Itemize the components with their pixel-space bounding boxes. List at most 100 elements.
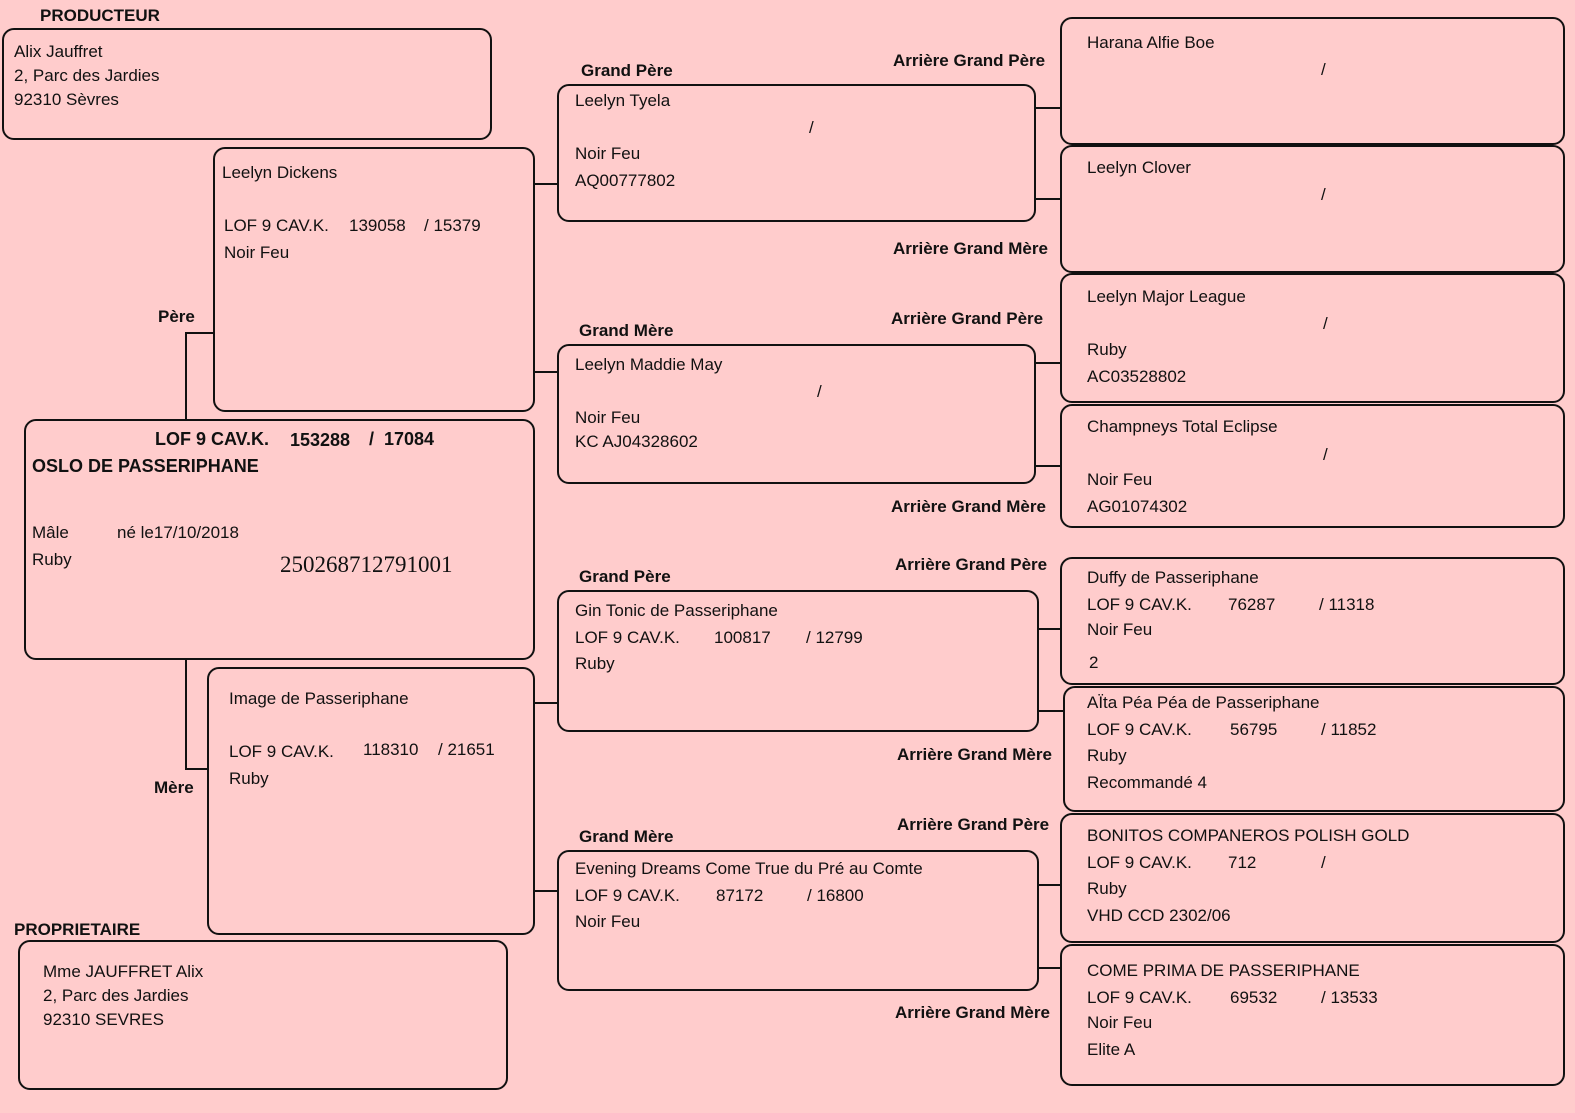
mere-lof-number: 118310 xyxy=(363,740,419,759)
connector-line xyxy=(185,332,213,334)
subject-chip-number: 250268712791001 xyxy=(280,552,453,577)
subject-name: OSLO DE PASSERIPHANE xyxy=(32,456,259,476)
connector-line xyxy=(1039,628,1060,630)
ggm3-box: AÏta Péa Péa de Passeriphane LOF 9 CAV.K… xyxy=(1063,686,1565,812)
pere-name: Leelyn Dickens xyxy=(222,163,338,182)
agm-label-3: Arrière Grand Mère xyxy=(897,745,1052,764)
gm-maternal-lof-prefix: LOF 9 CAV.K. xyxy=(575,886,680,905)
ggm3-extra: Recommandé 4 xyxy=(1087,773,1208,792)
ggm4-color: Noir Feu xyxy=(1087,1013,1153,1032)
connector-line xyxy=(1036,362,1060,364)
producteur-label: PRODUCTEUR xyxy=(40,6,160,25)
producteur-box: Alix Jauffret 2, Parc des Jardies 92310 … xyxy=(2,28,492,140)
connector-line xyxy=(1036,107,1060,109)
ggp4-lof-prefix: LOF 9 CAV.K. xyxy=(1087,853,1192,872)
ggp1-name: Harana Alfie Boe xyxy=(1087,33,1215,52)
grand-pere-label-maternal: Grand Père xyxy=(579,567,671,586)
connector-line xyxy=(1039,710,1063,712)
producteur-address-1: 2, Parc des Jardies xyxy=(14,66,160,85)
connector-line xyxy=(1039,967,1060,969)
ggp3-lof-tattoo: / 11318 xyxy=(1319,595,1375,614)
ggm3-name: AÏta Péa Péa de Passeriphane xyxy=(1087,693,1320,712)
ggp2-box: Leelyn Major League / Ruby AC03528802 xyxy=(1060,273,1565,403)
gm-maternal-box: Evening Dreams Come True du Pré au Comte… xyxy=(557,850,1039,991)
ggm3-lof-prefix: LOF 9 CAV.K. xyxy=(1087,720,1192,739)
agp-label-3: Arrière Grand Père xyxy=(895,555,1048,574)
ggp2-reg: AC03528802 xyxy=(1087,367,1187,386)
connector-line xyxy=(535,890,557,892)
ggp3-color: Noir Feu xyxy=(1087,620,1153,639)
pere-lof-prefix: LOF 9 CAV.K. xyxy=(224,216,329,235)
connector-line xyxy=(535,702,557,704)
gp-paternal-name: Leelyn Tyela xyxy=(575,91,671,110)
subject-sex: Mâle xyxy=(32,523,69,542)
mere-label: Mère xyxy=(154,778,194,797)
mere-color: Ruby xyxy=(229,769,269,788)
subject-lof-tattoo: 17084 xyxy=(384,429,435,449)
ggp4-box: BONITOS COMPANEROS POLISH GOLD LOF 9 CAV… xyxy=(1060,813,1565,943)
ggp3-extra: 2 xyxy=(1089,653,1099,672)
agm-label-4: Arrière Grand Mère xyxy=(895,1003,1050,1022)
mere-lof-tattoo: / 21651 xyxy=(438,740,495,759)
proprietaire-name: Mme JAUFFRET Alix xyxy=(43,962,204,981)
mere-box: Image de Passeriphane LOF 9 CAV.K. 11831… xyxy=(207,667,535,935)
ggm1-slash: / xyxy=(1321,185,1326,204)
ggm1-name: Leelyn Clover xyxy=(1087,158,1191,177)
ggm4-lof-tattoo: / 13533 xyxy=(1321,988,1378,1007)
connector-line xyxy=(535,183,557,185)
ggm1-box: Leelyn Clover / xyxy=(1060,145,1565,273)
gm-paternal-box: Leelyn Maddie May / Noir Feu KC AJ043286… xyxy=(557,344,1036,484)
gp-maternal-box: Gin Tonic de Passeriphane LOF 9 CAV.K. 1… xyxy=(557,590,1039,732)
producteur-address-2: 92310 Sèvres xyxy=(14,90,119,109)
ggp2-color: Ruby xyxy=(1087,340,1127,359)
gp-maternal-color: Ruby xyxy=(575,654,615,673)
ggp4-lof-tattoo: / xyxy=(1321,853,1326,872)
ggp4-name: BONITOS COMPANEROS POLISH GOLD xyxy=(1087,826,1410,845)
gm-maternal-lof-tattoo: / 16800 xyxy=(807,886,864,905)
ggp3-name: Duffy de Passeriphane xyxy=(1087,568,1259,587)
ggm2-color: Noir Feu xyxy=(1087,470,1153,489)
ggp1-slash: / xyxy=(1321,60,1326,79)
connector-line xyxy=(1036,198,1060,200)
gm-paternal-slash: / xyxy=(817,382,822,401)
ggm3-lof-number: 56795 xyxy=(1230,720,1278,739)
subject-birth-date: né le17/10/2018 xyxy=(117,523,239,542)
connector-line xyxy=(185,768,207,770)
pere-box: Leelyn Dickens LOF 9 CAV.K. 139058 / 153… xyxy=(213,147,535,412)
ggm3-lof-tattoo: / 11852 xyxy=(1321,720,1377,739)
subject-lof-sep: / xyxy=(369,429,375,449)
agp-label-1: Arrière Grand Père xyxy=(893,51,1046,70)
ggp3-box: Duffy de Passeriphane LOF 9 CAV.K. 76287… xyxy=(1060,557,1565,685)
agm-label-2: Arrière Grand Mère xyxy=(891,497,1046,516)
grand-mere-label-maternal: Grand Mère xyxy=(579,827,674,846)
pere-label: Père xyxy=(158,307,195,326)
grand-mere-label-paternal: Grand Mère xyxy=(579,321,674,340)
gm-paternal-reg: KC AJ04328602 xyxy=(575,432,698,451)
gp-paternal-slash: / xyxy=(809,118,814,137)
ggp4-extra: VHD CCD 2302/06 xyxy=(1087,906,1231,925)
proprietaire-box: Mme JAUFFRET Alix 2, Parc des Jardies 92… xyxy=(18,940,508,1090)
pere-color: Noir Feu xyxy=(224,243,290,262)
connector-line xyxy=(535,371,557,373)
gm-maternal-name: Evening Dreams Come True du Pré au Comte xyxy=(575,859,923,878)
subject-box: LOF 9 CAV.K. 153288 / 17084 OSLO DE PASS… xyxy=(24,419,535,660)
producteur-name: Alix Jauffret xyxy=(14,42,103,61)
proprietaire-address-1: 2, Parc des Jardies xyxy=(43,986,189,1005)
connector-line xyxy=(185,332,187,419)
pere-lof-tattoo: / 15379 xyxy=(424,216,481,235)
connector-line xyxy=(1039,884,1060,886)
proprietaire-label: PROPRIETAIRE xyxy=(14,920,141,939)
agm-label-1: Arrière Grand Mère xyxy=(893,239,1048,258)
gm-paternal-color: Noir Feu xyxy=(575,408,641,427)
connector-line xyxy=(185,660,187,769)
ggm2-slash: / xyxy=(1323,445,1328,464)
gp-paternal-box: Leelyn Tyela / Noir Feu AQ00777802 xyxy=(557,84,1036,222)
pere-lof-number: 139058 xyxy=(349,216,406,235)
ggp4-color: Ruby xyxy=(1087,879,1127,898)
ggp4-lof-number: 712 xyxy=(1228,853,1257,872)
subject-lof-prefix: LOF 9 CAV.K. xyxy=(155,429,270,449)
gp-paternal-reg: AQ00777802 xyxy=(575,171,676,190)
mere-name: Image de Passeriphane xyxy=(229,689,409,708)
ggm3-color: Ruby xyxy=(1087,746,1127,765)
ggp2-slash: / xyxy=(1323,314,1328,333)
